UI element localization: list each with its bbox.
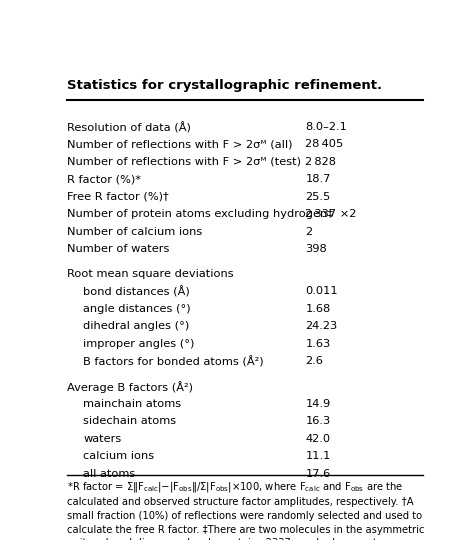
Text: R factor (%)*: R factor (%)* xyxy=(66,174,140,184)
Text: B factors for bonded atoms (Å²): B factors for bonded atoms (Å²) xyxy=(83,356,264,368)
Text: 2.6: 2.6 xyxy=(305,356,323,366)
Text: Number of calcium ions: Number of calcium ions xyxy=(66,227,202,237)
Text: Root mean square deviations: Root mean square deviations xyxy=(66,269,233,279)
Text: Resolution of data (Å): Resolution of data (Å) xyxy=(66,122,191,133)
Text: Average B factors (Å²): Average B factors (Å²) xyxy=(66,381,192,393)
Text: 1.68: 1.68 xyxy=(305,304,331,314)
Text: 42.0: 42.0 xyxy=(305,434,330,444)
Text: 1.63: 1.63 xyxy=(305,339,331,349)
Text: 16.3: 16.3 xyxy=(305,416,331,426)
Text: Number of protein atoms excluding hydrogen‡: Number of protein atoms excluding hydrog… xyxy=(66,209,333,219)
Text: 8.0–2.1: 8.0–2.1 xyxy=(305,122,347,132)
Text: 0.011: 0.011 xyxy=(305,286,338,296)
Text: 24.23: 24.23 xyxy=(305,321,337,332)
Text: 398: 398 xyxy=(305,244,327,254)
Text: 14.9: 14.9 xyxy=(305,399,331,409)
Text: 17.6: 17.6 xyxy=(305,469,331,478)
Text: 2 828: 2 828 xyxy=(305,157,337,167)
Text: all atoms: all atoms xyxy=(83,469,136,478)
Text: *R factor = Σ‖F$_\mathrm{calc}$|−|F$_\mathrm{obs}$‖/Σ|F$_\mathrm{obs}$|×100, whe: *R factor = Σ‖F$_\mathrm{calc}$|−|F$_\ma… xyxy=(66,480,424,540)
Text: waters: waters xyxy=(83,434,121,444)
Text: Number of waters: Number of waters xyxy=(66,244,169,254)
Text: bond distances (Å): bond distances (Å) xyxy=(83,286,190,298)
Text: dihedral angles (°): dihedral angles (°) xyxy=(83,321,190,332)
Text: calcium ions: calcium ions xyxy=(83,451,154,461)
Text: 28 405: 28 405 xyxy=(305,139,344,149)
Text: 25.5: 25.5 xyxy=(305,192,331,201)
Text: 18.7: 18.7 xyxy=(305,174,331,184)
Text: Free R factor (%)†: Free R factor (%)† xyxy=(66,192,168,201)
Text: sidechain atoms: sidechain atoms xyxy=(83,416,176,426)
Text: 11.1: 11.1 xyxy=(305,451,331,461)
Text: Number of reflections with F > 2σᴹ (test): Number of reflections with F > 2σᴹ (test… xyxy=(66,157,301,167)
Text: Number of reflections with F > 2σᴹ (all): Number of reflections with F > 2σᴹ (all) xyxy=(66,139,292,149)
Text: mainchain atoms: mainchain atoms xyxy=(83,399,181,409)
Text: Statistics for crystallographic refinement.: Statistics for crystallographic refineme… xyxy=(66,79,382,92)
Text: angle distances (°): angle distances (°) xyxy=(83,304,191,314)
Text: improper angles (°): improper angles (°) xyxy=(83,339,194,349)
Text: 2 337 ×2: 2 337 ×2 xyxy=(305,209,357,219)
Text: 2: 2 xyxy=(305,227,312,237)
